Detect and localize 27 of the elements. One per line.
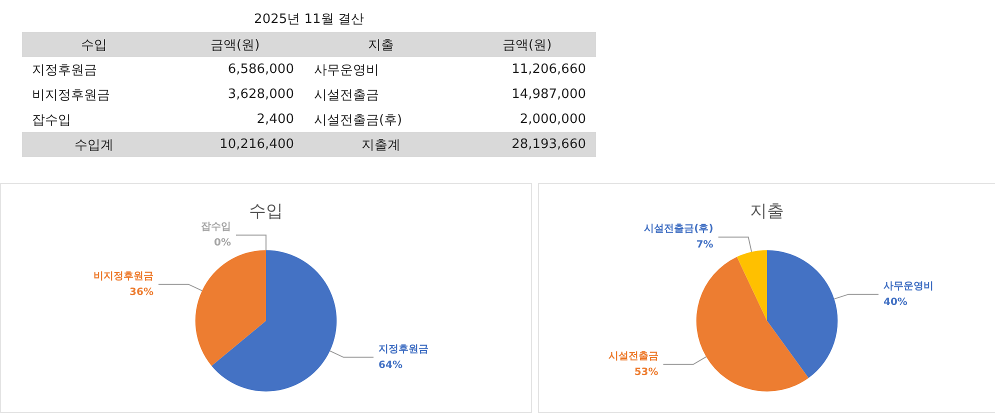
data-label: 64% — [378, 360, 402, 371]
text: 2,400 — [256, 111, 295, 129]
text: 지정후원금 — [31, 62, 98, 80]
text: 시설전출금(후) — [312, 112, 404, 130]
text: 2,000,000 — [518, 111, 587, 129]
text: 11,206,660 — [510, 61, 587, 79]
text: 6,586,000 — [226, 61, 295, 79]
text: 시설전출금 — [312, 86, 380, 104]
slice-label: 지정후원금 — [378, 344, 429, 355]
data-label: 36% — [130, 286, 154, 298]
text: 비지정후원금 — [31, 86, 111, 104]
text: 잡수입 — [31, 112, 72, 130]
data-label: 40% — [883, 296, 908, 308]
text: 2025년 11월 결산 — [253, 11, 365, 29]
slice-label: 비지정후원금 — [93, 270, 154, 282]
slice-label: 시설전출금 — [608, 350, 658, 362]
data-label: 53% — [634, 366, 658, 378]
text: 0% — [214, 238, 231, 249]
text: 14,987,000 — [510, 86, 587, 104]
text: 사무운영비 — [312, 62, 380, 80]
chart-title: 수입 — [249, 202, 283, 222]
slice-label: 사무운영비 — [883, 280, 934, 292]
category-label: 잡수입 — [201, 222, 231, 233]
chart-title: 지출 — [750, 202, 784, 222]
slice-label: 시설전출금(후) — [644, 224, 714, 235]
text: 3,628,000 — [226, 86, 295, 104]
data-label: 7% — [696, 240, 714, 251]
